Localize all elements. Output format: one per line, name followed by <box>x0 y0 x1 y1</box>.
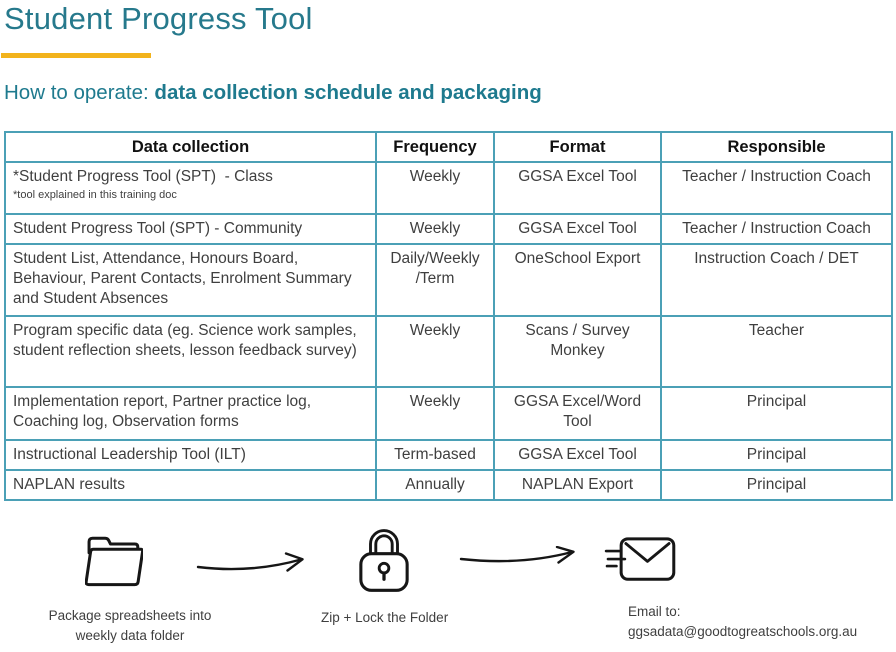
cell-data-collection: Student Progress Tool (SPT) - Community <box>4 212 377 246</box>
cell-frequency: Weekly <box>375 212 495 246</box>
section-subtitle: How to operate: data collection schedule… <box>4 81 542 105</box>
cell-format: OneSchool Export <box>493 243 662 318</box>
cell-frequency: Weekly <box>375 315 495 389</box>
folder-step-caption: Package spreadsheets into weekly data fo… <box>30 606 230 647</box>
row-title: *Student Progress Tool (SPT) - Class <box>13 168 273 185</box>
table-row: Program specific data (eg. Science work … <box>4 315 893 389</box>
email-send-icon <box>601 536 677 588</box>
arrow-right-icon <box>459 545 578 575</box>
caption-line: Email to: <box>628 604 681 619</box>
caption-line: weekly data folder <box>75 628 185 644</box>
email-address: ggsadata@goodtogreatschools.org.au <box>628 624 858 640</box>
cell-responsible: Principal <box>660 386 893 442</box>
cell-format: NAPLAN Export <box>493 469 662 502</box>
column-header-format: Format <box>493 131 662 163</box>
page-title: Student Progress Tool <box>4 1 313 36</box>
table-row: Student List, Attendance, Honours Board,… <box>4 243 893 318</box>
folder-icon <box>84 534 145 595</box>
cell-data-collection: NAPLAN results <box>4 469 377 502</box>
cell-format: GGSA Excel Tool <box>493 161 662 215</box>
cell-format: Scans / Survey Monkey <box>493 315 662 389</box>
cell-data-collection: *Student Progress Tool (SPT) - Class *to… <box>4 161 377 215</box>
cell-format: GGSA Excel Tool <box>493 212 662 246</box>
cell-data-collection: Implementation report, Partner practice … <box>4 386 377 442</box>
cell-data-collection: Student List, Attendance, Honours Board,… <box>4 243 377 318</box>
cell-frequency: Daily/Weekly /Term <box>375 243 495 318</box>
cell-responsible: Teacher <box>660 315 893 389</box>
column-header-responsible: Responsible <box>660 131 893 163</box>
email-step-caption: Email to: ggsadata@goodtogreatschools.or… <box>628 602 857 643</box>
cell-data-collection: Program specific data (eg. Science work … <box>4 315 377 389</box>
data-collection-table: Data collection Frequency Format Respons… <box>4 131 893 502</box>
cell-format: GGSA Excel Tool <box>493 439 662 472</box>
cell-responsible: Teacher / Instruction Coach <box>660 212 893 246</box>
cell-responsible: Instruction Coach / DET <box>660 243 893 318</box>
subtitle-emphasis: data collection schedule and packaging <box>154 81 542 104</box>
cell-responsible: Teacher / Instruction Coach <box>660 161 893 215</box>
table-row: Student Progress Tool (SPT) - Community … <box>4 212 893 246</box>
table-row: Instructional Leadership Tool (ILT) Term… <box>4 439 893 472</box>
cell-frequency: Weekly <box>375 161 495 215</box>
cell-frequency: Weekly <box>375 386 495 442</box>
title-underline <box>1 53 151 58</box>
column-header-frequency: Frequency <box>375 131 495 163</box>
cell-responsible: Principal <box>660 439 893 472</box>
row-footnote: *tool explained in this training doc <box>13 189 177 202</box>
cell-frequency: Term-based <box>375 439 495 472</box>
caption-line: Package spreadsheets into <box>48 608 212 623</box>
cell-format: GGSA Excel/Word Tool <box>493 386 662 442</box>
table-row: *Student Progress Tool (SPT) - Class *to… <box>4 161 893 215</box>
lock-step-caption: Zip + Lock the Folder <box>321 610 449 625</box>
cell-frequency: Annually <box>375 469 495 502</box>
arrow-right-icon <box>196 552 307 581</box>
subtitle-prefix: How to operate: <box>4 81 155 104</box>
cell-data-collection: Instructional Leadership Tool (ILT) <box>4 439 377 472</box>
cell-responsible: Principal <box>660 469 893 502</box>
column-header-data-collection: Data collection <box>4 131 377 163</box>
table-row: NAPLAN results Annually NAPLAN Export Pr… <box>4 469 893 502</box>
lock-icon <box>357 523 411 600</box>
table-header-row: Data collection Frequency Format Respons… <box>4 131 893 163</box>
table-row: Implementation report, Partner practice … <box>4 386 893 442</box>
